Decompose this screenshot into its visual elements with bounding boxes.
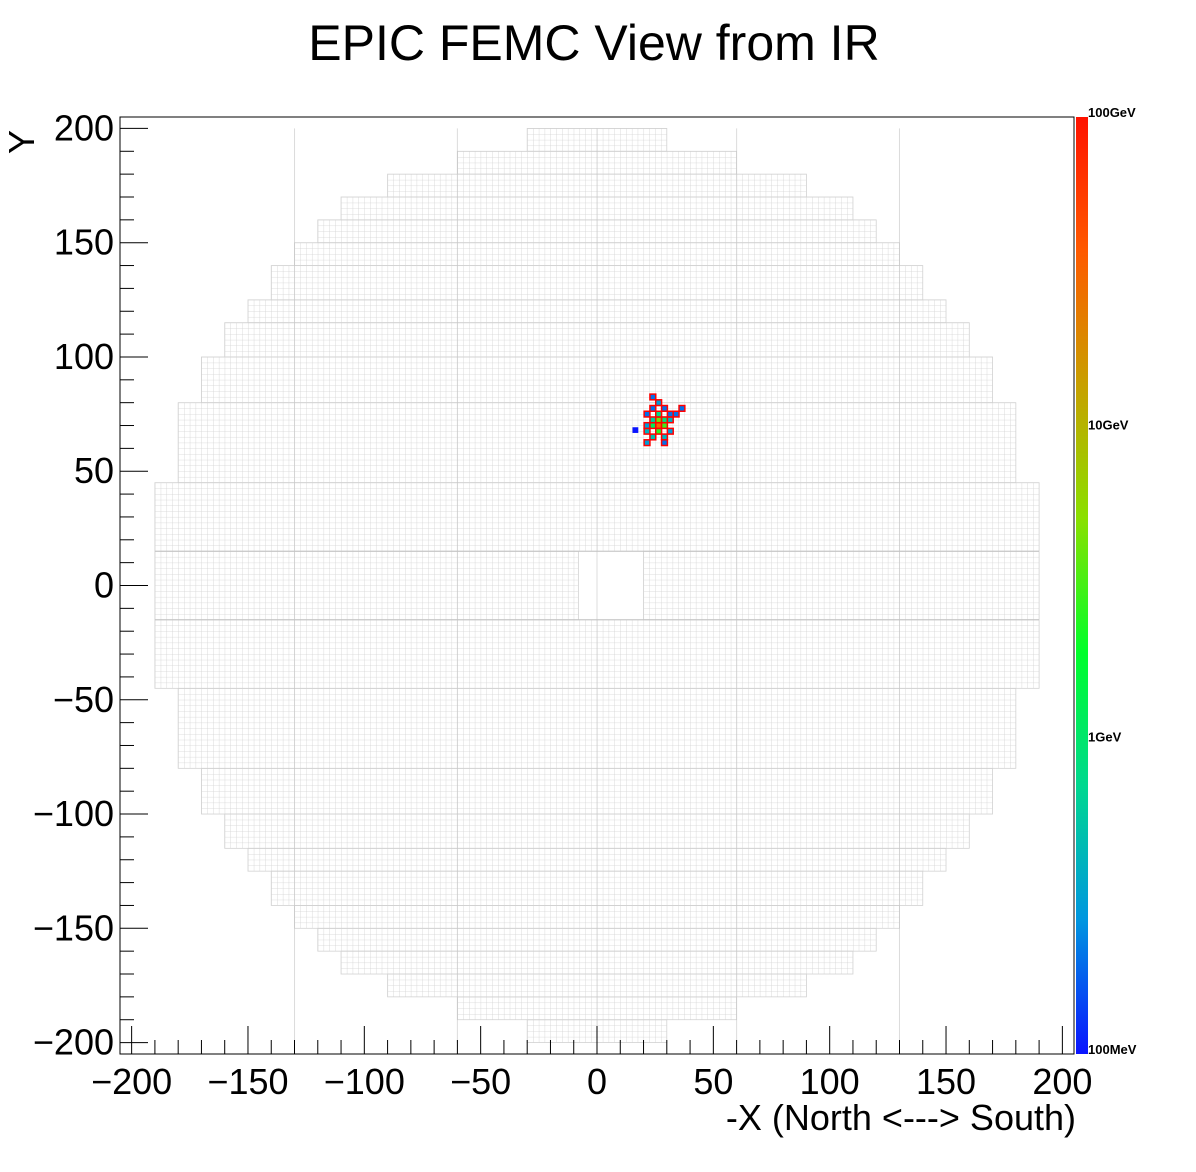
color-scale-label: 100MeV [1088, 1042, 1137, 1057]
hit-tower [660, 433, 669, 441]
x-axis-label: -X (North <---> South) [726, 1097, 1076, 1138]
hit-tower [666, 416, 674, 424]
x-tick-label: −50 [450, 1061, 511, 1102]
hit-tower [655, 427, 663, 435]
y-axis-ticks: −200 −150 −100 −50 0 50 100 150 200 [33, 107, 148, 1063]
x-tick-label: 100 [800, 1061, 860, 1102]
hit-tower [666, 410, 674, 418]
hit-tower [660, 439, 669, 447]
y-tick-label: 50 [74, 450, 114, 491]
hit-tower [643, 427, 651, 435]
y-tick-label: 200 [54, 107, 114, 148]
color-scale-label: 100GeV [1088, 105, 1136, 120]
tower-block [643, 550, 1040, 621]
hit-tower [660, 404, 669, 412]
hit-tower [655, 421, 663, 430]
y-tick-label: −200 [33, 1022, 114, 1063]
hit-tower [655, 399, 663, 407]
hit-tower [655, 416, 663, 424]
x-tick-label: −200 [91, 1061, 172, 1102]
x-tick-label: 0 [587, 1061, 607, 1102]
chart-title: EPIC FEMC View from IR [308, 15, 879, 71]
y-tick-label: −100 [33, 793, 114, 834]
color-scale-label: 10GeV [1088, 417, 1129, 432]
y-axis-label: Y [1, 130, 42, 154]
hit-tower [655, 410, 663, 418]
y-tick-label: 100 [54, 336, 114, 377]
x-tick-label: −150 [207, 1061, 288, 1102]
y-tick-label: 0 [94, 565, 114, 606]
hit-tower [643, 421, 651, 430]
tower-block [154, 550, 579, 621]
color-scale-label: 1GeV [1088, 730, 1122, 745]
x-tick-label: 150 [916, 1061, 976, 1102]
x-axis-ticks: −200 −150 −100 −50 0 50 100 150 200 [91, 1026, 1092, 1102]
y-tick-label: −150 [33, 907, 114, 948]
hit-tower [632, 427, 639, 433]
hit-tower [643, 439, 651, 447]
hit-tower [660, 416, 669, 424]
energy-hits [632, 393, 686, 447]
hit-tower [660, 421, 669, 430]
hit-tower [678, 404, 686, 412]
color-scale-labels: 100MeV 1GeV 10GeV 100GeV [1088, 105, 1137, 1057]
hit-tower [649, 404, 657, 412]
hit-tower [649, 421, 657, 430]
x-tick-label: −100 [324, 1061, 405, 1102]
y-tick-label: 150 [54, 222, 114, 263]
hit-tower [666, 427, 674, 435]
hit-tower [649, 393, 657, 401]
detector-towers [154, 128, 1040, 1043]
hit-tower [672, 410, 680, 418]
hit-tower [649, 433, 657, 441]
hit-tower [649, 416, 657, 424]
color-scale-bar [1076, 117, 1088, 1054]
x-tick-label: 200 [1032, 1061, 1092, 1102]
y-tick-label: −50 [53, 679, 114, 720]
x-tick-label: 50 [693, 1061, 733, 1102]
hit-tower [643, 410, 651, 418]
